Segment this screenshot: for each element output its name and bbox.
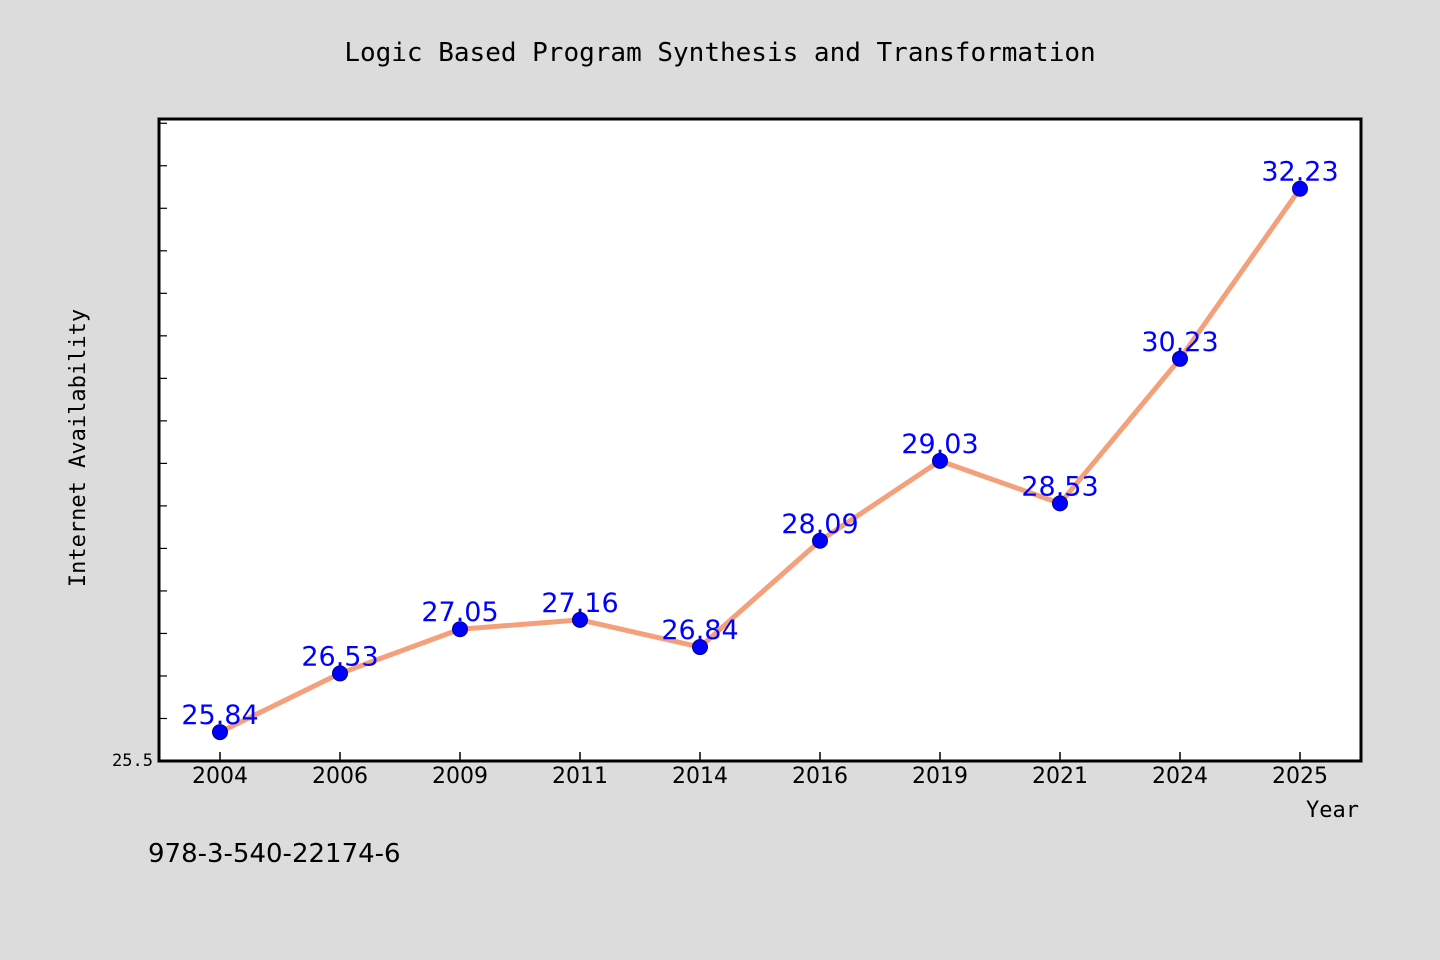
data-point xyxy=(1052,495,1068,512)
data-label: 32.23 xyxy=(1261,157,1338,188)
y-axis-label: Internet Availability xyxy=(66,309,91,587)
x-axis-tick-labels: 2004 2006 2009 2011 2014 2016 2019 2021 2024 2025 xyxy=(192,764,1328,789)
x-tick-label: 2009 xyxy=(432,764,488,789)
x-tick-label: 2021 xyxy=(1032,764,1088,789)
data-label: 29.03 xyxy=(901,429,978,460)
x-axis-label: Year xyxy=(1306,798,1359,823)
x-tick-label: 2019 xyxy=(912,764,968,789)
data-label: 30.23 xyxy=(1141,327,1218,358)
x-axis-ticks xyxy=(219,752,1301,761)
x-tick-label: 2014 xyxy=(672,764,728,789)
series-markers xyxy=(212,180,1308,741)
data-point xyxy=(212,724,228,741)
y-axis-ticks xyxy=(159,122,167,720)
data-point xyxy=(812,532,828,549)
data-point xyxy=(452,621,468,638)
data-point xyxy=(1172,350,1188,367)
data-point xyxy=(1292,180,1308,197)
y-tick-label: 25.5 xyxy=(112,751,153,771)
chart-title: Logic Based Program Synthesis and Transf… xyxy=(344,38,1095,68)
data-label: 28.09 xyxy=(781,509,858,540)
data-point xyxy=(572,611,588,628)
data-label: 26.84 xyxy=(661,615,738,646)
data-point xyxy=(332,665,348,682)
data-label: 28.53 xyxy=(1021,471,1098,502)
x-tick-label: 2016 xyxy=(792,764,848,789)
data-label: 27.16 xyxy=(541,588,618,619)
data-label: 25.84 xyxy=(181,700,258,731)
data-point xyxy=(932,452,948,469)
data-label: 27.05 xyxy=(421,597,498,628)
x-tick-label: 2011 xyxy=(552,764,608,789)
data-label: 26.53 xyxy=(301,641,378,672)
isbn-footnote: 978-3-540-22174-6 xyxy=(148,839,401,869)
y-axis-tick-labels: 25.5 xyxy=(112,751,153,771)
plot-area xyxy=(157,117,1363,763)
x-tick-label: 2004 xyxy=(192,764,248,789)
series-line xyxy=(217,186,1303,735)
x-tick-label: 2006 xyxy=(312,764,368,789)
data-point xyxy=(692,639,708,656)
x-tick-label: 2025 xyxy=(1272,764,1328,789)
x-tick-label: 2024 xyxy=(1152,764,1208,789)
data-labels: 25.84 26.53 27.05 27.16 26.84 28.09 29.03 28.53… xyxy=(181,157,1338,731)
